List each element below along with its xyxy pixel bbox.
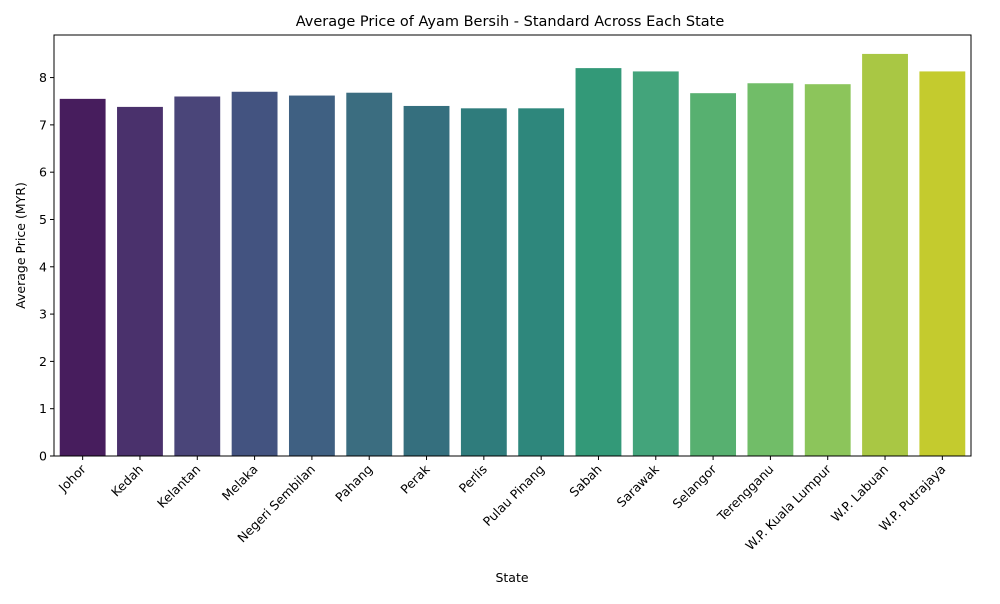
bar-perak (403, 105, 450, 457)
y-axis-ticks: 0 1 2 3 4 5 6 7 8 (39, 70, 54, 464)
y-tick-label: 8 (39, 70, 47, 85)
x-tick-label: Pahang (332, 462, 375, 505)
x-tick-label: Kelantan (154, 462, 203, 511)
bar-w-p-kuala-lumpur (804, 84, 851, 457)
y-tick-label: 1 (39, 401, 47, 416)
x-tick-label: Selangor (669, 461, 719, 511)
x-tick-label: W.P. Labuan (828, 462, 891, 525)
y-tick-label: 0 (39, 449, 47, 464)
bar-sarawak (632, 71, 679, 457)
y-tick-label: 5 (39, 212, 47, 227)
bar-selangor (690, 93, 737, 457)
x-tick-label: Sarawak (613, 461, 662, 510)
bar-sabah (575, 68, 622, 456)
bar-kedah (117, 106, 163, 456)
bar-perlis (460, 108, 507, 456)
x-tick-label: Johor (55, 461, 90, 496)
x-axis-label: State (495, 570, 528, 585)
y-tick-label: 6 (39, 165, 47, 180)
bar-w-p-putrajaya (919, 71, 966, 457)
bar-melaka (231, 91, 278, 457)
y-tick-label: 3 (39, 307, 47, 322)
bar-pulau-pinang (518, 108, 565, 456)
x-tick-label: Sabah (566, 462, 604, 500)
bars-layer (59, 53, 966, 457)
bar-pahang (346, 92, 393, 456)
x-tick-label: Kedah (108, 462, 146, 500)
bar-kelantan (174, 96, 221, 456)
bar-negeri-sembilan (288, 95, 335, 457)
y-tick-label: 7 (39, 117, 47, 132)
plot-frame (53, 34, 972, 457)
bar-w-p-labuan (862, 53, 908, 456)
x-tick-label: Perak (397, 461, 433, 497)
y-axis-label: Average Price (MYR) (13, 182, 28, 309)
bar-terengganu (747, 83, 794, 456)
x-tick-label: Pulau Pinang (480, 462, 547, 529)
x-tick-label: Terengganu (714, 462, 777, 525)
bar-johor (59, 98, 106, 456)
y-tick-label: 4 (39, 259, 47, 274)
y-tick-label: 2 (39, 354, 47, 369)
x-tick-label: Melaka (219, 462, 261, 504)
x-tick-label: Perlis (456, 462, 490, 496)
chart-title: Average Price of Ayam Bersih - Standard … (296, 14, 725, 30)
